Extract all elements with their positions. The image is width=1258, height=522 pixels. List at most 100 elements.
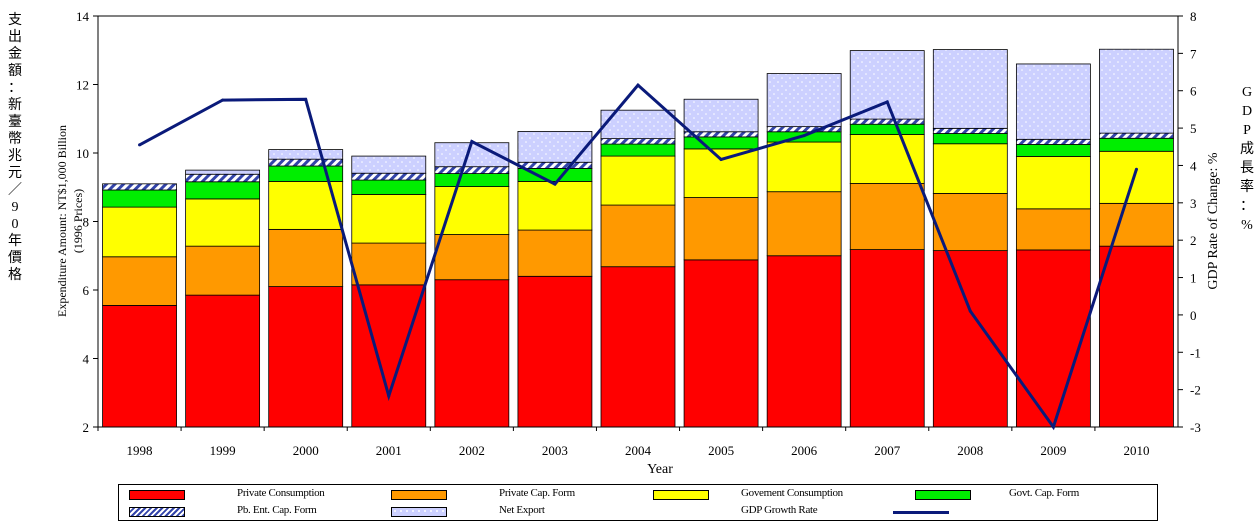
axis-title-char: 元 xyxy=(8,166,22,181)
bar-private-cap-form-1998 xyxy=(102,256,177,306)
bar-govement-consumption-2003 xyxy=(517,181,593,231)
bar-private-consumption-2007 xyxy=(849,249,925,428)
x-tick-label: 2000 xyxy=(293,443,319,458)
gdp-point-2008 xyxy=(968,309,972,313)
right-tick-label: -1 xyxy=(1190,345,1201,360)
bar-private-consumption-2005 xyxy=(683,259,759,428)
right-tick-label: 1 xyxy=(1190,271,1197,286)
axis-title-char: 新 xyxy=(8,98,22,113)
axis-title-char: P xyxy=(1243,123,1251,138)
x-tick-label: 2002 xyxy=(459,443,485,458)
bar-private-cap-form-2007 xyxy=(849,183,925,250)
axis-title-char: 兆 xyxy=(8,149,22,164)
x-tick-label: 2004 xyxy=(625,443,652,458)
legend-label: Pb. Ent. Cap. Form xyxy=(237,504,317,516)
right-tick-label: 4 xyxy=(1190,158,1197,173)
bar-pb-ent-cap-form-2010 xyxy=(1099,132,1174,139)
bar-private-consumption-2003 xyxy=(517,275,593,428)
axis-title-char: 出 xyxy=(8,30,22,45)
axis-title-char: ： xyxy=(8,81,22,96)
bar-govt-cap-form-2001 xyxy=(351,179,427,195)
legend-label: GDP Growth Rate xyxy=(741,504,818,516)
gdp-point-2004 xyxy=(636,83,640,87)
bar-private-consumption-2006 xyxy=(766,255,842,428)
bar-govt-cap-form-2000 xyxy=(268,165,344,182)
bar-govement-consumption-2009 xyxy=(1015,156,1091,210)
bar-net-export-2005 xyxy=(683,98,759,133)
right-tick-label: 6 xyxy=(1190,84,1197,99)
legend-swatch xyxy=(391,490,447,500)
right-tick-label: -2 xyxy=(1190,383,1201,398)
bar-net-export-2001 xyxy=(351,155,427,174)
bar-pb-ent-cap-form-2000 xyxy=(268,158,344,167)
bar-pb-ent-cap-form-1999 xyxy=(185,173,261,183)
bar-govement-consumption-2006 xyxy=(766,141,842,193)
axis-title-char: G xyxy=(1241,85,1253,100)
bar-pb-ent-cap-form-1998 xyxy=(102,183,177,191)
axis-title-char: D xyxy=(1241,104,1253,119)
legend-item-private-consumption: Private Consumption xyxy=(129,487,379,503)
bar-net-export-2003 xyxy=(517,131,593,163)
axis-title-char: ／ xyxy=(8,183,22,198)
axis-title-char: 價 xyxy=(8,251,22,266)
x-axis-title: Year xyxy=(647,462,673,477)
bar-govt-cap-form-1999 xyxy=(185,181,261,200)
bar-govement-consumption-2001 xyxy=(351,194,427,244)
legend-item-private-cap-form: Private Cap. Form xyxy=(391,487,641,503)
axes-layer xyxy=(93,15,1183,431)
bar-private-consumption-2000 xyxy=(268,286,344,428)
x-tick-label: 2001 xyxy=(376,443,402,458)
bar-private-consumption-2009 xyxy=(1015,249,1091,428)
left-axis-subtitle: (1996 Prices) xyxy=(71,189,85,253)
bar-net-export-2009 xyxy=(1015,63,1091,140)
axis-title-char: 格 xyxy=(8,268,22,283)
legend-item-pb-ent-cap-form: Pb. Ent. Cap. Form xyxy=(129,504,379,520)
axis-title-char: 額 xyxy=(8,64,22,79)
legend-item-govt-cap-form: Govt. Cap. Form xyxy=(915,487,1165,503)
left-tick-label: 2 xyxy=(83,420,90,435)
bars-layer xyxy=(102,48,1174,428)
gdp-line-layer xyxy=(138,82,1138,431)
bar-govement-consumption-1998 xyxy=(102,206,177,258)
right-tick-label: 8 xyxy=(1190,9,1197,24)
bar-pb-ent-cap-form-2001 xyxy=(351,172,427,181)
x-tick-label: 2009 xyxy=(1040,443,1066,458)
legend-label: Private Consumption xyxy=(237,487,325,499)
bar-private-consumption-2008 xyxy=(932,250,1008,428)
bar-govement-consumption-2010 xyxy=(1099,150,1174,204)
bar-govement-consumption-2002 xyxy=(434,186,510,235)
bar-govement-consumption-2004 xyxy=(600,155,676,206)
axis-title-char: 臺 xyxy=(8,115,22,130)
bar-net-export-2010 xyxy=(1099,48,1174,134)
bar-govt-cap-form-2004 xyxy=(600,143,676,157)
bar-net-export-2007 xyxy=(849,50,925,120)
bar-govt-cap-form-2010 xyxy=(1099,137,1174,152)
bar-net-export-2006 xyxy=(766,73,842,128)
left-tick-label: 8 xyxy=(83,215,90,230)
axis-title-char: 支 xyxy=(8,13,22,28)
bar-govt-cap-form-2009 xyxy=(1015,144,1091,157)
right-tick-label: -3 xyxy=(1190,420,1201,435)
bar-private-consumption-2002 xyxy=(434,279,510,428)
right-tick-label: 2 xyxy=(1190,233,1197,248)
bar-private-cap-form-2008 xyxy=(932,193,1008,252)
axis-title-char: % xyxy=(1241,218,1253,233)
bar-govt-cap-form-2002 xyxy=(434,173,510,187)
bar-private-cap-form-2005 xyxy=(683,197,759,261)
gdp-point-2003 xyxy=(553,182,557,186)
left-tick-label: 4 xyxy=(83,352,90,367)
gdp-point-1999 xyxy=(221,98,225,102)
bar-private-cap-form-2009 xyxy=(1015,208,1091,251)
bar-govement-consumption-2007 xyxy=(849,134,925,184)
gdp-point-2007 xyxy=(885,100,889,104)
bar-net-export-2000 xyxy=(268,149,344,160)
legend-item-govement-consumption: Govement Consumption xyxy=(653,487,903,503)
left-tick-label: 14 xyxy=(76,9,90,24)
legend-swatch xyxy=(129,507,185,517)
bar-pb-ent-cap-form-2006 xyxy=(766,126,842,133)
left-axis-title: Expenditure Amount: NT$1,000 Billion xyxy=(55,125,69,317)
x-tick-label: 1999 xyxy=(210,443,236,458)
x-tick-label: 2010 xyxy=(1123,443,1149,458)
bar-private-cap-form-2010 xyxy=(1099,202,1174,247)
bar-private-consumption-1998 xyxy=(102,305,177,428)
